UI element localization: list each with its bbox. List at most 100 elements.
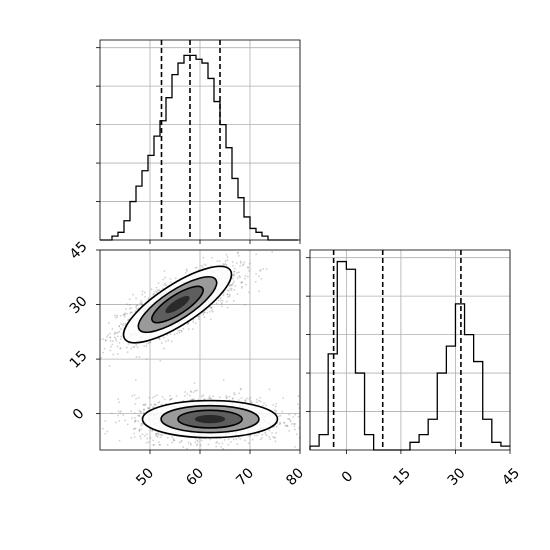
scatter-point [117, 398, 120, 400]
scatter-point [117, 410, 120, 413]
scatter-point [274, 409, 276, 412]
scatter-point [134, 427, 137, 430]
scatter-point [208, 310, 211, 313]
scatter-point [236, 252, 239, 254]
scatter-point [162, 287, 164, 290]
scatter-point [229, 441, 232, 443]
scatter-point [168, 399, 171, 401]
scatter-point [113, 336, 116, 339]
scatter-point [194, 322, 197, 325]
scatter-point [237, 251, 240, 254]
scatter-point [192, 391, 195, 394]
scatter-point [155, 434, 157, 437]
scatter-point [238, 392, 241, 395]
scatter-point [249, 399, 252, 402]
joint-xtick-label-3: 80 [283, 465, 307, 489]
scatter-point [210, 397, 212, 400]
scatter-point [265, 404, 268, 407]
scatter-point [227, 296, 229, 298]
scatter-point [139, 435, 142, 438]
scatter-point [113, 314, 116, 317]
scatter-point [122, 414, 125, 416]
top-histogram-panel [96, 39, 301, 244]
scatter-point [132, 293, 134, 296]
scatter-point [116, 345, 119, 348]
scatter-point [282, 421, 285, 424]
scatter-point [193, 382, 196, 384]
scatter-point [244, 303, 246, 306]
scatter-point [232, 282, 234, 285]
joint-ytick-label-3: 45 [67, 239, 91, 263]
density-fill-1-3 [194, 414, 226, 424]
scatter-point [147, 297, 150, 300]
scatter-point [244, 399, 247, 402]
scatter-point [135, 308, 138, 311]
scatter-point [122, 314, 125, 316]
scatter-point [202, 312, 205, 315]
scatter-point [124, 322, 127, 325]
scatter-point [126, 303, 129, 306]
scatter-point [272, 436, 274, 438]
scatter-point [111, 340, 114, 343]
scatter-point [268, 436, 271, 439]
scatter-point [116, 331, 119, 334]
scatter-point [250, 401, 253, 404]
scatter-point [233, 274, 236, 277]
scatter-point [165, 284, 168, 287]
scatter-point [275, 402, 278, 405]
scatter-point [218, 260, 221, 262]
scatter-point [125, 308, 127, 310]
scatter-point [195, 389, 198, 392]
scatter-point [139, 410, 142, 413]
scatter-point [244, 277, 246, 280]
scatter-point [118, 341, 121, 344]
scatter-point [157, 441, 160, 444]
scatter-point [196, 440, 199, 443]
scatter-point [221, 305, 223, 308]
scatter-point [211, 310, 214, 313]
scatter-point [150, 288, 153, 291]
scatter-point [248, 398, 251, 400]
scatter-point [155, 404, 158, 407]
scatter-point [203, 316, 206, 319]
scatter-point [247, 434, 250, 437]
scatter-point [182, 327, 185, 330]
scatter-point [118, 439, 121, 442]
scatter-point [107, 322, 110, 324]
scatter-point [169, 394, 171, 397]
scatter-point [259, 269, 262, 271]
scatter-point [225, 396, 228, 399]
scatter-point [288, 418, 290, 420]
scatter-point [244, 275, 247, 277]
scatter-point [225, 264, 228, 266]
scatter-point [161, 434, 163, 437]
scatter-point [286, 417, 289, 420]
scatter-point [288, 413, 291, 416]
scatter-point [211, 309, 213, 312]
scatter-point [231, 283, 234, 286]
scatter-point [289, 420, 292, 423]
scatter-point [239, 388, 242, 391]
scatter-point [145, 441, 148, 444]
scatter-point [226, 293, 229, 296]
scatter-point [111, 343, 114, 346]
scatter-point [222, 294, 225, 297]
scatter-point [195, 266, 198, 269]
scatter-point [199, 444, 202, 447]
scatter-point [228, 293, 231, 296]
scatter-point [251, 438, 254, 441]
scatter-point [238, 275, 241, 277]
scatter-point [153, 292, 156, 295]
scatter-point [248, 262, 251, 265]
scatter-point [206, 311, 209, 314]
scatter-point [140, 299, 143, 302]
scatter-point [136, 346, 139, 349]
scatter-point [292, 415, 295, 418]
scatter-point [271, 432, 273, 434]
scatter-point [134, 402, 137, 405]
scatter-point [114, 331, 116, 334]
scatter-point [220, 302, 223, 304]
scatter-point [135, 306, 138, 309]
scatter-point [114, 316, 117, 319]
scatter-point [201, 266, 204, 269]
